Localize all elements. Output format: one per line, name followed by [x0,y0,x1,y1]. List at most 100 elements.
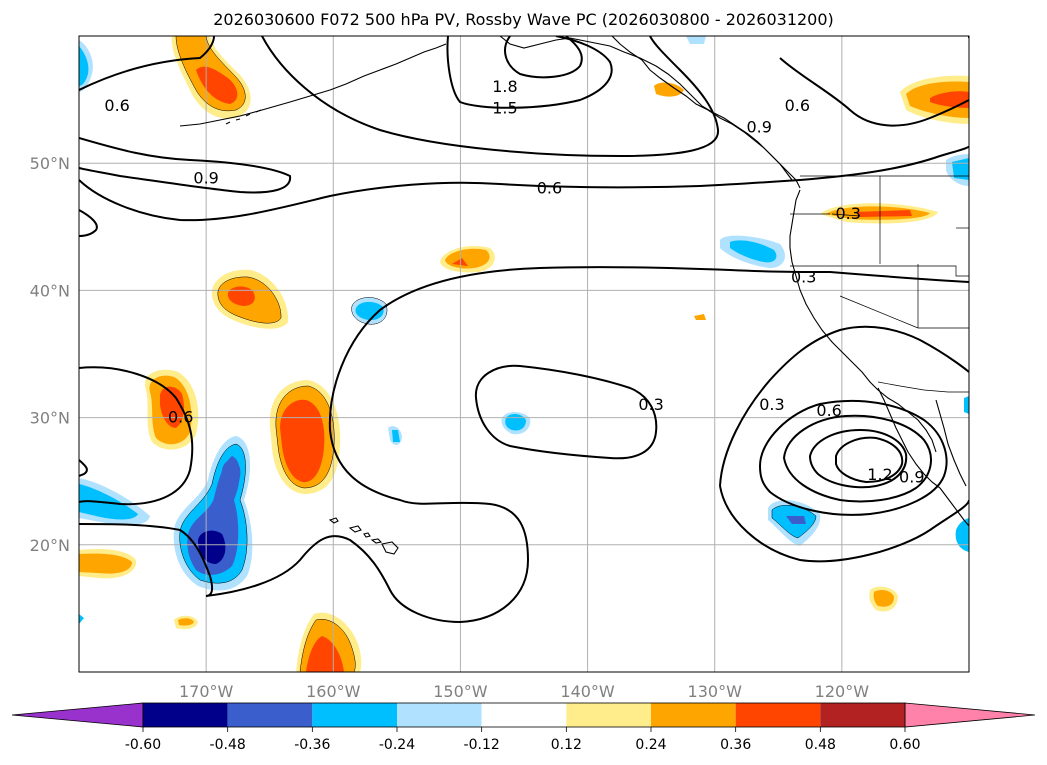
contour-line [835,436,904,484]
political-borders [790,175,969,393]
contour-line [504,36,583,79]
colorbar-level-label: -0.48 [210,737,246,753]
contour-line [79,523,214,597]
shading-outlines [175,36,817,672]
colorbar-bin [143,703,228,727]
contour-label: 0.3 [638,395,663,414]
colorbar: -0.60 -0.48 -0.36 -0.24 -0.12 0.12 0.24 0.36 0.4… [11,702,1036,753]
lon-tick-label: 140°W [560,682,615,701]
negative-anomaly-outline [179,443,248,584]
coastline-bc [611,36,793,181]
contour-label: 0.9 [746,118,771,137]
positive-anomaly-region [178,618,194,626]
negative-anomaly-region [392,430,400,442]
contour-label: 1.8 [492,77,517,96]
lon-tick-label: 130°W [688,682,743,701]
us-mexico-border [877,381,969,393]
colorbar-bin [566,703,651,727]
negative-anomaly-region [686,36,706,44]
negative-anomaly-region [964,396,969,414]
lon-tick-label: 150°W [433,682,488,701]
colorbar-extend-max [904,702,1036,728]
lat-tick-label: 30°N [30,409,70,428]
coastline-aleutians [179,43,447,127]
state-border [790,265,969,277]
contour-line [79,366,194,506]
colorbar-bin [820,703,905,727]
negative-anomaly-region [355,301,384,321]
contour-line [758,399,948,516]
map-title: 2026030600 F072 500 hPa PV, Rossby Wave … [213,10,834,29]
contour-labels: 1.8 1.5 0.6 0.9 0.6 0.9 0.6 0.3 0.3 0.3 0.3 0.6 0.6 1… [104,77,924,487]
contour-line [79,209,98,237]
contour-line [719,485,969,563]
contour-label: 1.2 [867,465,892,484]
coastline-gulf-california [935,399,967,487]
colorbar-bin [651,703,736,727]
positive-anomaly-region [227,286,255,306]
negative-anomaly-region [730,240,777,263]
graticule [79,36,969,672]
colorbar-frame [142,702,906,728]
contour-line [79,137,292,194]
positive-anomaly-region [79,553,132,574]
positive-anomaly-outline [217,276,282,324]
negative-anomaly-region [505,414,526,431]
contour-label: 0.3 [759,395,784,414]
map-frame [78,35,970,673]
coastline-mexico [939,487,969,527]
negative-anomaly-region [79,484,138,520]
negative-anomaly-outline [351,297,388,325]
positive-anomaly-region [856,210,912,217]
negative-anomaly-region [198,530,226,564]
pv-contours [79,36,969,624]
contour-line [79,459,88,477]
alaska-island [225,109,262,125]
colorbar-bin [735,703,821,727]
hawaii [328,517,399,555]
colorbar-level-label: -0.12 [464,737,500,753]
contour-line [205,266,969,624]
colorbar-bin [397,703,482,727]
contour-line [446,36,613,109]
contour-line [782,414,932,503]
contour-label: 0.6 [104,96,129,115]
negative-anomaly-region [79,614,84,624]
colorbar-level-label: -0.60 [125,737,161,753]
contour-label: 1.5 [492,99,517,118]
negative-anomaly-region [221,459,241,490]
contour-label: 0.6 [785,96,810,115]
positive-anomaly-region [306,636,344,672]
negative-anomaly-region [955,518,969,552]
axis-tick-labels: 170°W 160°W 150°W 140°W 130°W 120°W 20°N 30°N 40… [30,154,870,701]
contour-label: 0.6 [537,179,562,198]
lon-tick-label: 120°W [815,682,870,701]
lon-tick-label: 160°W [306,682,361,701]
contour-line [719,325,969,487]
lat-tick-label: 20°N [30,536,70,555]
contour-line [779,57,969,127]
contour-label: 0.6 [816,401,841,420]
contour-label: 0.3 [791,268,816,287]
positive-anomaly-outline [299,618,356,672]
pv-anomaly-shading [79,36,969,672]
positive-anomaly-region [930,91,969,108]
colorbar-level-label: 0.24 [635,737,666,753]
colorbar-level-label: 0.36 [720,737,751,753]
colorbar-bin [481,703,567,727]
contour-line [808,428,908,489]
negative-anomaly-region [79,46,89,86]
contour-label: 0.3 [835,204,860,223]
negative-anomaly-outline [771,504,817,539]
coastline-baja [877,387,941,489]
lat-tick-label: 40°N [30,281,70,300]
contour-line [474,364,658,460]
state-border [790,213,861,217]
colorbar-level-label: 0.60 [889,737,920,753]
colorbar-level-label: -0.36 [294,737,330,753]
lat-tick-label: 50°N [30,154,70,173]
contour-line [79,36,215,91]
colorbar-bin [227,703,313,727]
colorbar-extend-min [11,702,144,728]
